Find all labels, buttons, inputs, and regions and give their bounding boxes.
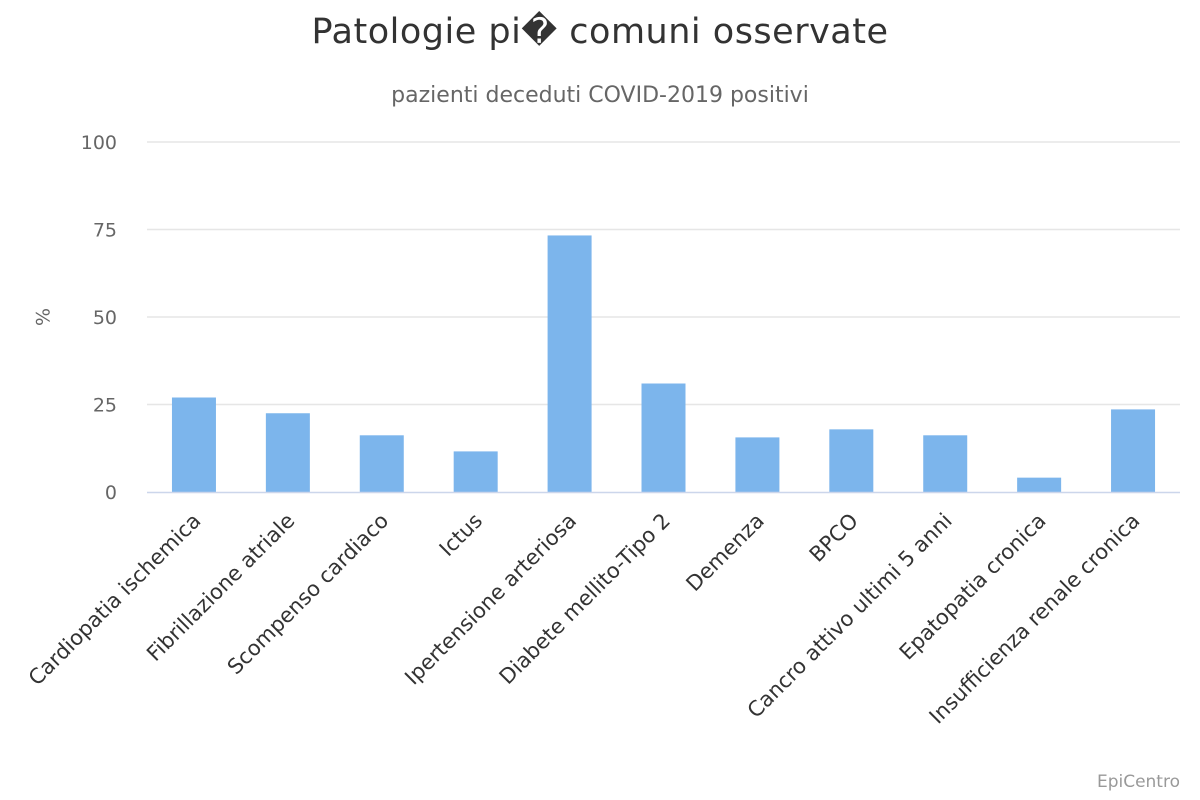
bar [829,429,874,492]
chart-title: Patologie pi� comuni osservate [311,12,889,52]
y-tick-label: 100 [81,132,117,154]
bar [265,413,310,492]
bar [735,437,780,492]
y-axis-ticks: 0 25 50 75 100 [81,132,117,504]
credit-label: EpiCentro [1096,772,1180,792]
x-tick-label: Cardiopatia ischemica [24,509,206,691]
y-tick-label: 50 [93,307,117,329]
x-tick-label: BPCO [805,509,863,567]
x-tick-label: Demenza [681,509,768,596]
y-tick-label: 25 [93,395,117,417]
bar [547,235,592,492]
x-tick-label: Diabete mellito-Tipo 2 [495,509,675,689]
bar [1017,477,1062,492]
y-tick-label: 0 [105,482,117,504]
x-tick-label: Ipertensione arteriosa [400,509,581,690]
gridlines [147,141,1180,406]
bar [641,383,686,492]
bar [1111,409,1156,492]
bar [923,435,968,492]
chart-subtitle: pazienti deceduti COVID-2019 positivi [391,83,809,108]
bar [171,397,216,492]
y-axis-label: % [33,308,55,326]
x-tick-label: Cancro attivo ultimi 5 anni [743,509,957,723]
x-tick-label: Ictus [435,509,487,561]
bar [359,435,404,492]
bar [453,451,498,492]
y-tick-label: 75 [93,220,117,242]
x-tick-label: Scompenso cardiaco [223,509,394,680]
bars [171,235,1156,492]
